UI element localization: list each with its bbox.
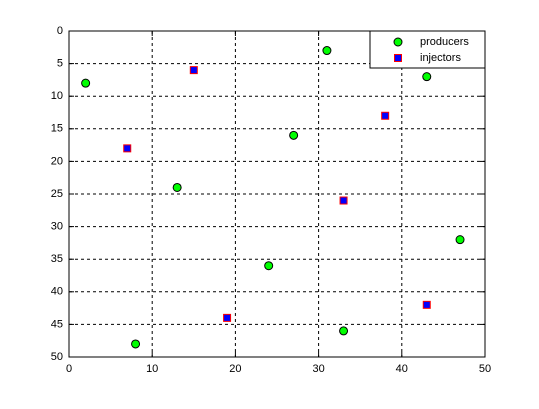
y-tick-label: 25 [51,188,63,200]
marker [455,235,465,245]
y-tick-label: 50 [51,351,63,363]
legend-marker [393,37,403,47]
marker [264,261,274,271]
legend-label: producers [420,36,469,48]
x-tick-label: 10 [146,363,158,375]
y-tick-label: 0 [57,25,63,37]
marker [289,130,299,140]
x-tick-label: 0 [66,363,72,375]
x-tick-label: 50 [479,363,491,375]
marker [422,300,431,309]
marker [123,144,132,153]
marker [81,78,91,88]
x-tick-label: 30 [312,363,324,375]
y-tick-label: 45 [51,318,63,330]
y-tick-label: 40 [51,286,63,298]
marker [422,72,432,82]
marker [172,182,182,192]
marker [339,196,348,205]
marker [339,326,349,336]
legend-marker [394,54,402,62]
y-tick-label: 10 [51,90,63,102]
y-tick-label: 5 [57,58,63,70]
x-tick-label: 20 [229,363,241,375]
legend-box [369,30,486,69]
y-tick-label: 20 [51,155,63,167]
y-tick-label: 30 [51,221,63,233]
y-tick-label: 15 [51,123,63,135]
marker [381,111,390,120]
legend-label: injectors [420,52,461,64]
axes-box [68,30,486,358]
marker [322,46,332,56]
marker [189,66,198,75]
marker [131,339,141,349]
y-tick-label: 35 [51,253,63,265]
x-tick-label: 40 [396,363,408,375]
plot-area [69,31,485,357]
marker [223,313,232,322]
